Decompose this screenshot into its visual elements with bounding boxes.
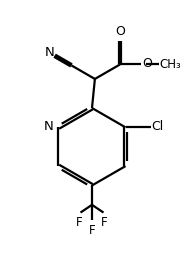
Text: N: N [45, 46, 55, 59]
Text: N: N [44, 120, 54, 133]
Text: Cl: Cl [152, 120, 164, 133]
Text: F: F [76, 216, 83, 229]
Text: CH₃: CH₃ [160, 58, 181, 71]
Text: F: F [89, 224, 95, 237]
Text: O: O [142, 57, 152, 70]
Text: O: O [115, 25, 125, 38]
Text: F: F [101, 216, 108, 229]
